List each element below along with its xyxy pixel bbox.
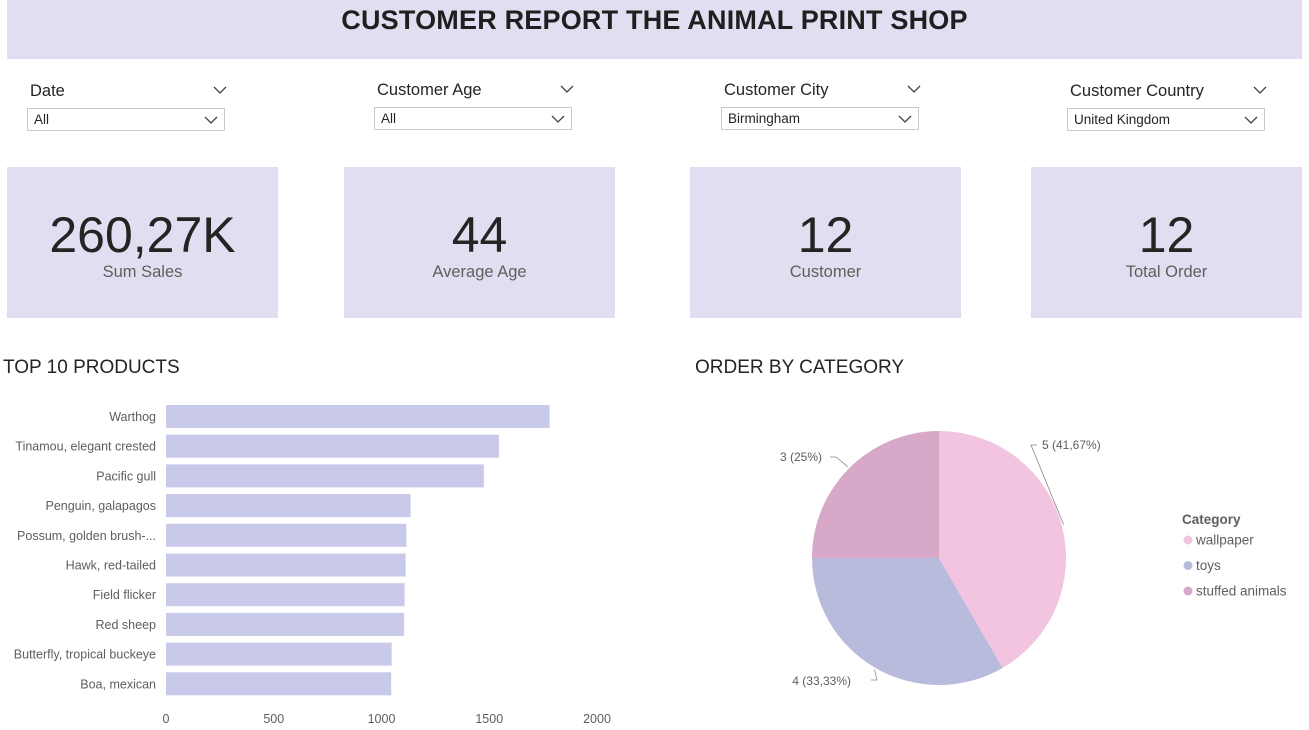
chevron-down-icon[interactable] <box>907 84 921 94</box>
top-products-bar-chart: Warthog Tinamou, elegant crested Pacific g… <box>14 405 611 726</box>
date-slicer-header[interactable]: Date <box>27 79 227 103</box>
x-tick-label: 2000 <box>583 712 611 726</box>
bar[interactable] <box>166 523 407 547</box>
date-dropdown-value: All <box>34 112 50 127</box>
customer-city-dropdown-value: Birmingham <box>728 111 801 126</box>
leader-line <box>871 669 878 681</box>
customer-country-slicer-header[interactable]: Customer Country <box>1067 79 1267 103</box>
customer-city-slicer-header[interactable]: Customer City <box>721 78 921 102</box>
pie-slice[interactable] <box>812 558 1003 685</box>
customer-country-slicer-label: Customer Country <box>1070 82 1204 100</box>
customer-age-dropdown[interactable]: All <box>374 107 572 130</box>
chevron-down-icon[interactable] <box>204 115 218 125</box>
customer-city-slicer-label: Customer City <box>724 81 829 99</box>
chevron-down-icon[interactable] <box>898 114 912 124</box>
order-by-category-title: ORDER BY CATEGORY <box>695 357 905 378</box>
leader-line <box>1030 444 1064 525</box>
chevron-down-icon[interactable] <box>1244 115 1258 125</box>
category-label: Pacific gull <box>96 469 156 483</box>
x-tick-label: 1500 <box>475 712 503 726</box>
legend-swatch[interactable] <box>1183 586 1193 596</box>
date-slicer[interactable]: Date All <box>27 79 227 131</box>
leader-line <box>830 456 849 468</box>
bar[interactable] <box>166 583 405 607</box>
legend-item-label[interactable]: wallpaper <box>1195 533 1254 548</box>
slice-data-label: 3 (25%) <box>780 450 822 464</box>
date-dropdown[interactable]: All <box>27 108 225 131</box>
x-tick-label: 500 <box>263 712 284 726</box>
bar[interactable] <box>166 494 411 518</box>
x-tick-label: 1000 <box>368 712 396 726</box>
bar[interactable] <box>166 642 392 666</box>
x-tick-label: 0 <box>163 712 170 726</box>
category-label: Possum, golden brush-... <box>17 529 156 543</box>
kpi-label: Average Age <box>432 263 527 281</box>
chevron-down-icon[interactable] <box>551 114 565 124</box>
legend-item-label[interactable]: toys <box>1196 558 1221 573</box>
report-title: CUSTOMER REPORT THE ANIMAL PRINT SHOP <box>341 5 968 35</box>
kpi-value: 44 <box>451 207 508 263</box>
customer-country-slicer[interactable]: Customer Country United Kingdom <box>1067 79 1267 131</box>
legend-item-label[interactable]: stuffed animals <box>1196 584 1287 599</box>
legend-swatch[interactable] <box>1183 561 1193 570</box>
chevron-down-icon[interactable] <box>560 84 574 94</box>
slice-data-label: 4 (33,33%) <box>792 674 851 688</box>
pie-slice[interactable] <box>812 431 939 558</box>
customer-age-slicer-label: Customer Age <box>377 81 482 99</box>
customer-age-slicer-header[interactable]: Customer Age <box>374 78 574 102</box>
customer-city-dropdown[interactable]: Birmingham <box>721 107 919 130</box>
category-label: Butterfly, tropical buckeye <box>14 648 156 662</box>
category-label: Red sheep <box>96 618 157 632</box>
customer-age-slicer[interactable]: Customer Age All <box>374 78 574 130</box>
category-label: Field flicker <box>93 588 156 602</box>
chevron-down-icon[interactable] <box>213 85 227 95</box>
customer-country-dropdown[interactable]: United Kingdom <box>1067 108 1265 131</box>
top-products-title: TOP 10 PRODUCTS <box>3 357 180 378</box>
kpi-label: Customer <box>789 263 862 281</box>
kpi-value: 12 <box>797 207 854 263</box>
bar[interactable] <box>166 434 499 458</box>
kpi-card-sum-sales: 260,27K Sum Sales <box>7 167 278 318</box>
pie-slice[interactable] <box>939 431 1066 668</box>
report-header: CUSTOMER REPORT THE ANIMAL PRINT SHOP <box>7 0 1302 59</box>
bar[interactable] <box>166 612 405 636</box>
date-slicer-label: Date <box>30 82 65 100</box>
category-label: Hawk, red-tailed <box>66 559 156 573</box>
customer-age-dropdown-value: All <box>381 111 397 126</box>
chevron-down-icon[interactable] <box>1253 85 1267 95</box>
kpi-label: Sum Sales <box>102 263 183 281</box>
category-label: Boa, mexican <box>80 677 156 691</box>
legend-title: Category <box>1182 512 1241 527</box>
kpi-label: Total Order <box>1125 263 1208 281</box>
bar[interactable] <box>166 672 392 696</box>
category-label: Warthog <box>109 410 156 424</box>
customer-country-dropdown-value: United Kingdom <box>1074 112 1171 127</box>
kpi-card-total-order: 12 Total Order <box>1031 167 1302 318</box>
kpi-value: 260,27K <box>49 207 236 263</box>
customer-city-slicer[interactable]: Customer City Birmingham <box>721 78 921 130</box>
bar[interactable] <box>166 553 406 577</box>
bar[interactable] <box>166 464 484 488</box>
category-label: Penguin, galapagos <box>45 499 156 513</box>
kpi-card-average-age: 44 Average Age <box>344 167 615 318</box>
category-label: Tinamou, elegant crested <box>15 440 156 454</box>
order-by-category-pie-chart: 5 (41,67%) 4 (33,33%) 3 (25%) Category wallp… <box>780 431 1287 688</box>
bar[interactable] <box>166 405 550 428</box>
kpi-value: 12 <box>1138 207 1195 263</box>
legend-swatch[interactable] <box>1183 535 1193 545</box>
kpi-card-customer: 12 Customer <box>690 167 961 318</box>
slice-data-label: 5 (41,67%) <box>1042 438 1101 452</box>
